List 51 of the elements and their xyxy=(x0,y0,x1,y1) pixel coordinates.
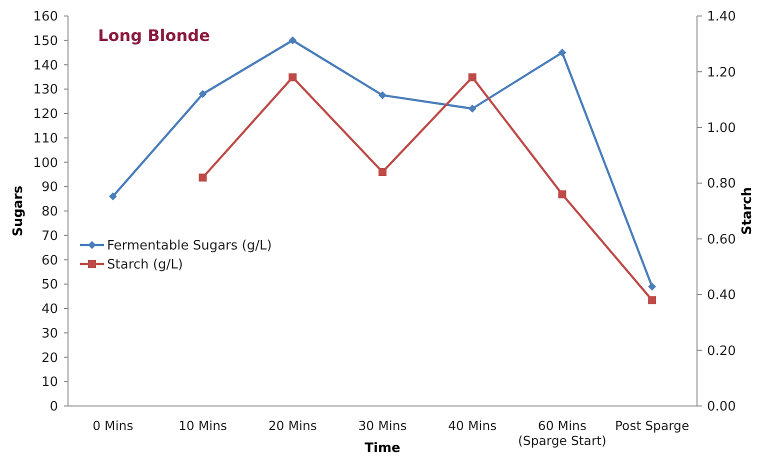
legend-label: Fermentable Sugars (g/L) xyxy=(107,238,272,254)
y2-tick-label: 1.20 xyxy=(707,65,736,80)
y2-axis-title: Starch xyxy=(740,187,755,235)
y-tick-label: 20 xyxy=(41,350,58,366)
y2-tick-label: 1.00 xyxy=(707,120,736,136)
point xyxy=(378,91,386,100)
y-tick-label: 80 xyxy=(41,204,58,220)
y2-tick-label: 0.20 xyxy=(707,344,736,359)
y-tick-label: 10 xyxy=(41,375,58,390)
y-axis-title: Sugars xyxy=(11,185,26,236)
text: Long Blonde xyxy=(98,26,210,45)
x-tick-label: Post Sparge xyxy=(614,418,690,433)
y2-tick-label: 1.40 xyxy=(707,10,736,25)
y2-tick-label: 0.40 xyxy=(707,288,736,304)
point xyxy=(468,73,476,82)
point xyxy=(468,104,476,113)
x-tick-label: 30 Mins xyxy=(358,418,407,433)
y-tick-label: 110 xyxy=(33,131,58,146)
x-tick-label: 60 Mins (Sparge Start) xyxy=(518,418,606,448)
y2-tick-label: 0.00 xyxy=(707,400,736,415)
y2-tick-label: 0.60 xyxy=(707,232,736,248)
point xyxy=(648,282,656,291)
point xyxy=(558,48,566,57)
y-tick-label: 90 xyxy=(41,180,58,196)
y-tick-label: 30 xyxy=(41,326,58,342)
point xyxy=(198,174,207,182)
point xyxy=(198,90,207,98)
point xyxy=(558,190,566,198)
y-tick-label: 40 xyxy=(41,302,58,318)
legend-label: Starch (g/L) xyxy=(107,258,183,273)
y-tick-label: 130 xyxy=(33,82,58,98)
y-tick-label: 0 xyxy=(50,400,58,415)
x-axis-title: Time xyxy=(364,441,401,456)
y-tick-label: 150 xyxy=(33,34,58,49)
y-tick-label: 160 xyxy=(33,10,58,25)
x-tick-label: 10 Mins xyxy=(178,418,228,433)
y-tick-label: 50 xyxy=(41,278,58,293)
point xyxy=(648,296,656,304)
y-tick-label: 120 xyxy=(33,107,58,122)
x-tick-label: 40 Mins xyxy=(448,418,497,433)
y-tick-label: 70 xyxy=(41,228,58,244)
y-tick-label: 140 xyxy=(33,58,58,74)
x-tick-label: 20 Mins xyxy=(268,418,317,433)
point xyxy=(288,36,297,44)
point xyxy=(288,73,297,82)
x-tick-label: 0 Mins xyxy=(92,418,134,433)
point xyxy=(378,168,386,176)
y-tick-label: 60 xyxy=(41,253,58,268)
y-tick-label: 100 xyxy=(33,156,58,171)
y2-tick-label: 0.80 xyxy=(707,176,736,192)
point xyxy=(108,192,117,200)
